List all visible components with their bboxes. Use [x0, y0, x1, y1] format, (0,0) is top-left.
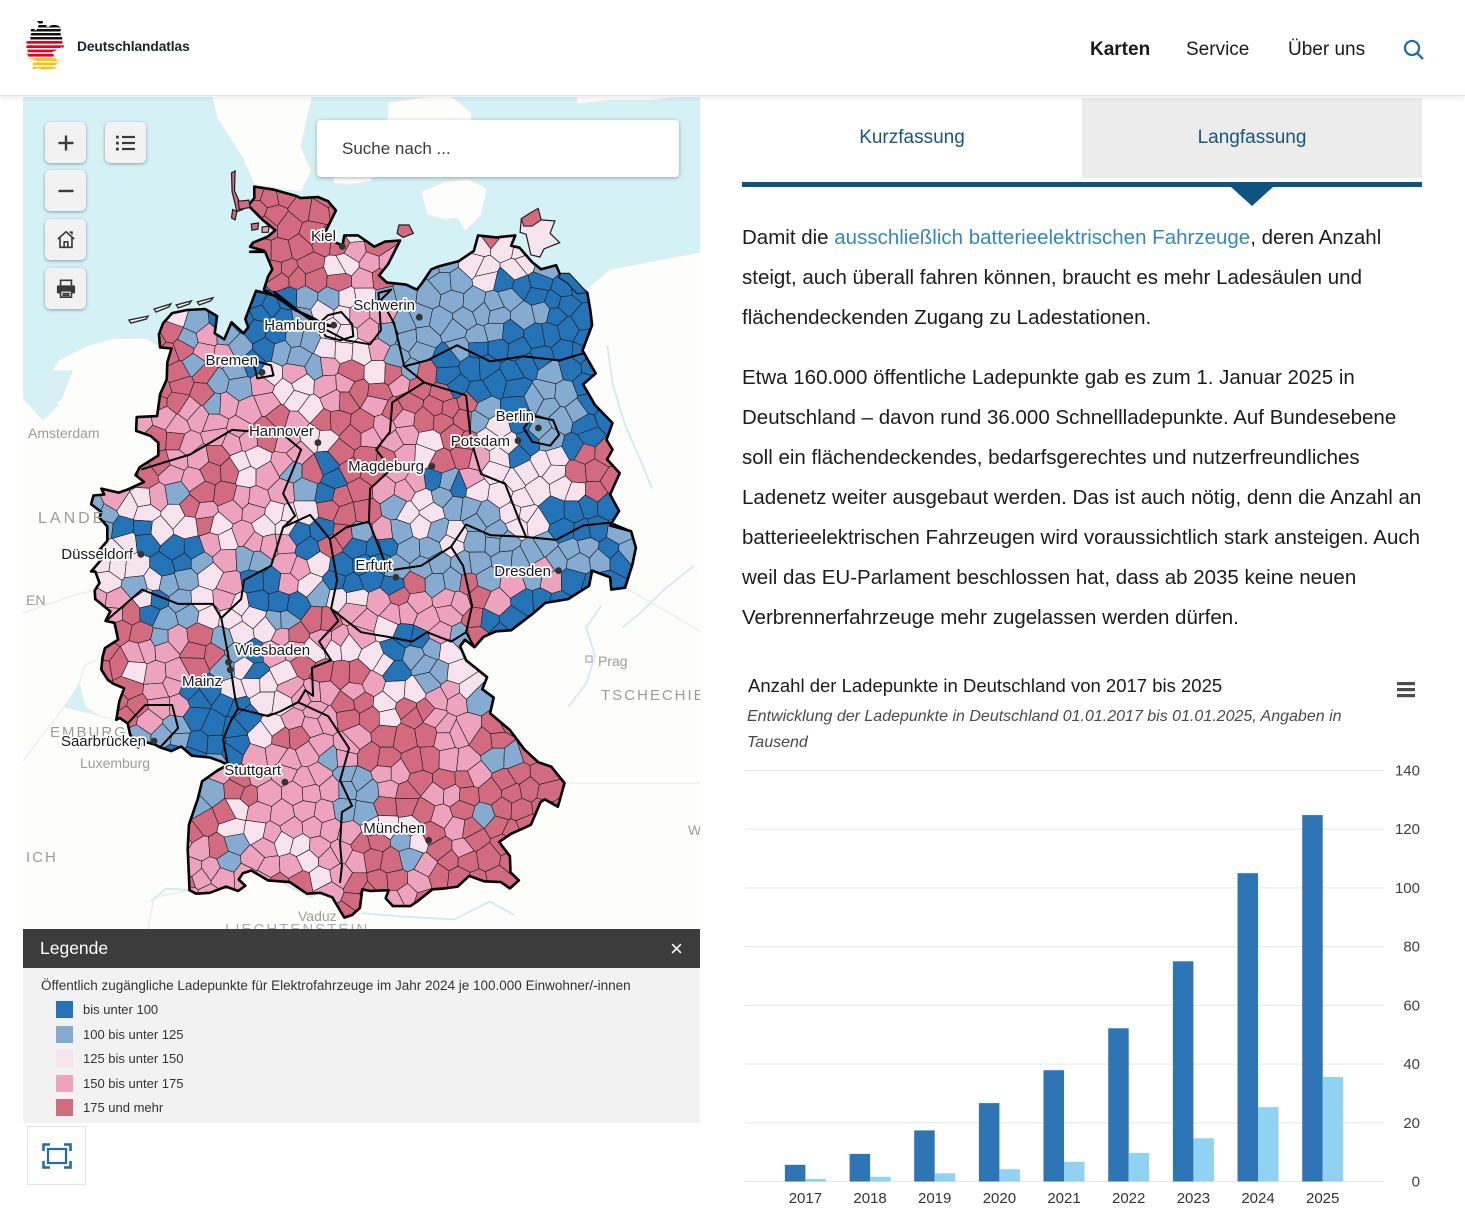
svg-text:Kiel: Kiel — [311, 228, 336, 245]
svg-text:Vaduz: Vaduz — [298, 908, 337, 924]
svg-text:80: 80 — [1403, 939, 1420, 956]
svg-text:W: W — [688, 822, 700, 838]
svg-text:Luxemburg: Luxemburg — [80, 755, 150, 771]
svg-text:2023: 2023 — [1177, 1190, 1210, 1207]
svg-text:Magdeburg: Magdeburg — [348, 458, 424, 475]
svg-text:Düsseldorf: Düsseldorf — [61, 546, 134, 563]
svg-text:140: 140 — [1395, 763, 1420, 780]
svg-text:Mainz: Mainz — [182, 673, 222, 690]
svg-text:2018: 2018 — [853, 1190, 886, 1207]
svg-text:Erfurt: Erfurt — [355, 557, 393, 574]
svg-text:2024: 2024 — [1241, 1190, 1274, 1207]
svg-text:Hamburg: Hamburg — [264, 317, 326, 334]
svg-text:120: 120 — [1395, 821, 1420, 838]
svg-text:EMBURG: EMBURG — [50, 724, 128, 741]
svg-text:Schwerin: Schwerin — [353, 297, 415, 314]
svg-text:Bremen: Bremen — [205, 352, 258, 369]
svg-text:Hannover: Hannover — [249, 423, 314, 440]
svg-text:TSCHECHIEN: TSCHECHIEN — [601, 687, 700, 704]
svg-text:100: 100 — [1395, 880, 1420, 897]
svg-text:Saarbrücken: Saarbrücken — [61, 733, 146, 750]
svg-text:2017: 2017 — [789, 1190, 822, 1207]
svg-text:ICH: ICH — [26, 849, 58, 866]
svg-text:Wiesbaden: Wiesbaden — [235, 642, 310, 659]
svg-text:40: 40 — [1403, 1056, 1420, 1073]
svg-text:Stuttgart: Stuttgart — [224, 762, 282, 779]
svg-text:2019: 2019 — [918, 1190, 951, 1207]
svg-text:Potsdam: Potsdam — [451, 433, 510, 450]
svg-text:LANDE: LANDE — [38, 510, 106, 527]
svg-text:Amsterdam: Amsterdam — [28, 425, 100, 441]
svg-text:2021: 2021 — [1047, 1190, 1080, 1207]
svg-text:Prag: Prag — [598, 653, 628, 669]
svg-text:EN: EN — [26, 592, 45, 608]
svg-text:0: 0 — [1412, 1174, 1420, 1191]
svg-text:Dresden: Dresden — [494, 563, 551, 580]
svg-text:2020: 2020 — [983, 1190, 1016, 1207]
svg-text:München: München — [363, 820, 425, 837]
svg-text:2022: 2022 — [1112, 1190, 1145, 1207]
svg-text:Berlin: Berlin — [496, 408, 534, 425]
svg-text:20: 20 — [1403, 1115, 1420, 1132]
svg-text:60: 60 — [1403, 997, 1420, 1014]
svg-text:2025: 2025 — [1306, 1190, 1339, 1207]
